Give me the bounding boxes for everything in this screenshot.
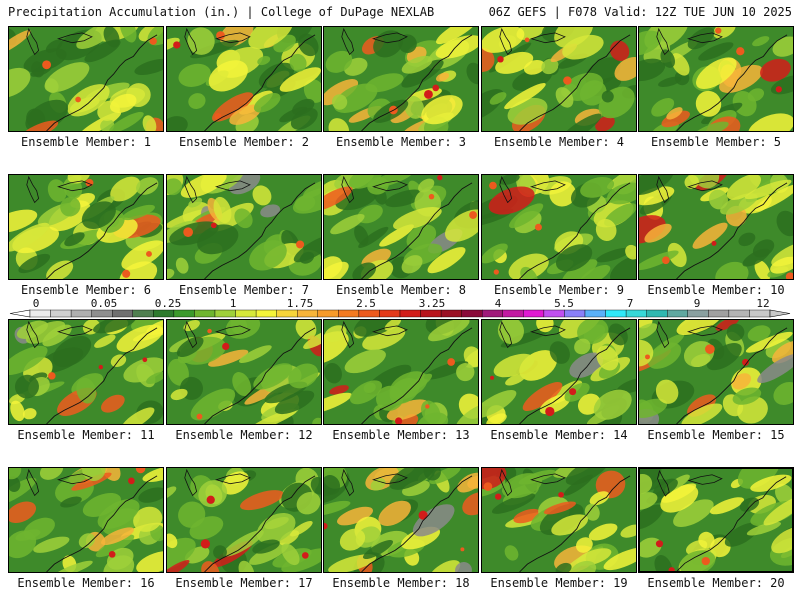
- ensemble-member-label: Ensemble Member: 9: [493, 283, 625, 297]
- ensemble-map-10: [638, 174, 794, 280]
- ensemble-member-label: Ensemble Member: 18: [332, 576, 470, 590]
- colorbar-tick-label: 0.25: [154, 297, 182, 310]
- ensemble-map-16: [8, 467, 164, 573]
- colorbar-arrow-left: [9, 309, 31, 318]
- ensemble-member-label: Ensemble Member: 10: [647, 283, 785, 297]
- ensemble-map-13: [323, 319, 479, 425]
- ensemble-member-label: Ensemble Member: 13: [332, 428, 470, 442]
- ensemble-map-20: [638, 467, 794, 573]
- colorbar-swatch: [379, 309, 401, 318]
- colorbar-swatch: [358, 309, 380, 318]
- ensemble-member-label: Ensemble Member: 16: [17, 576, 155, 590]
- colorbar-tick-label: 0: [32, 297, 40, 310]
- ensemble-member-label: Ensemble Member: 14: [490, 428, 628, 442]
- ensemble-map-4: [481, 26, 637, 132]
- colorbar-swatch: [50, 309, 72, 318]
- ensemble-map-15: [638, 319, 794, 425]
- ensemble-map-7: [166, 174, 322, 280]
- ensemble-map-2: [166, 26, 322, 132]
- colorbar-swatch: [523, 309, 545, 318]
- colorbar-tick-label: 9: [693, 297, 701, 310]
- ensemble-member-label: Ensemble Member: 5: [650, 135, 782, 149]
- ensemble-map-12: [166, 319, 322, 425]
- colorbar-tick-label: 0.05: [90, 297, 118, 310]
- ensemble-map-11: [8, 319, 164, 425]
- ensemble-member-label: Ensemble Member: 1: [20, 135, 152, 149]
- ensemble-member-label: Ensemble Member: 12: [175, 428, 313, 442]
- colorbar-tick-label: 12: [756, 297, 770, 310]
- colorbar-tick-label: 7: [626, 297, 634, 310]
- colorbar-swatch: [317, 309, 339, 318]
- ensemble-member-label: Ensemble Member: 17: [175, 576, 313, 590]
- colorbar-swatch: [399, 309, 421, 318]
- ensemble-map-19: [481, 467, 637, 573]
- colorbar-swatch: [132, 309, 154, 318]
- colorbar-swatch: [153, 309, 175, 318]
- colorbar-swatch: [461, 309, 483, 318]
- colorbar-swatch: [584, 309, 606, 318]
- ensemble-member-label: Ensemble Member: 15: [647, 428, 785, 442]
- colorbar-swatch: [173, 309, 195, 318]
- colorbar-swatch: [749, 309, 771, 318]
- ensemble-member-label: Ensemble Member: 7: [178, 283, 310, 297]
- colorbar-swatch: [667, 309, 688, 318]
- colorbar: [9, 309, 791, 318]
- colorbar-swatch: [297, 309, 318, 318]
- colorbar-swatch: [687, 309, 709, 318]
- colorbar-swatch: [605, 309, 627, 318]
- colorbar-tick-label: 4: [494, 297, 502, 310]
- colorbar-swatch: [420, 309, 442, 318]
- ensemble-member-label: Ensemble Member: 3: [335, 135, 467, 149]
- ensemble-map-14: [481, 319, 637, 425]
- colorbar-swatch: [646, 309, 668, 318]
- model-run-info: 06Z GEFS | F078 Valid: 12Z TUE JUN 10 20…: [488, 5, 792, 19]
- colorbar-tick-label: 5.5: [554, 297, 574, 310]
- colorbar-swatch: [29, 309, 51, 318]
- colorbar-swatch: [482, 309, 503, 318]
- colorbar-swatch: [70, 309, 92, 318]
- ensemble-map-9: [481, 174, 637, 280]
- colorbar-tick-label: 2.5: [356, 297, 376, 310]
- colorbar-swatch: [440, 309, 462, 318]
- colorbar-arrow-right: [769, 309, 791, 318]
- colorbar-swatch: [338, 309, 360, 318]
- ensemble-map-8: [323, 174, 479, 280]
- colorbar-swatch: [625, 309, 647, 318]
- colorbar-swatch: [708, 309, 730, 318]
- map-title: Precipitation Accumulation (in.) | Colle…: [8, 5, 435, 19]
- ensemble-member-label: Ensemble Member: 4: [493, 135, 625, 149]
- ensemble-member-label: Ensemble Member: 20: [647, 576, 785, 590]
- colorbar-swatch: [194, 309, 216, 318]
- colorbar-swatch: [543, 309, 565, 318]
- ensemble-member-label: Ensemble Member: 19: [490, 576, 628, 590]
- ensemble-member-label: Ensemble Member: 2: [178, 135, 310, 149]
- ensemble-member-label: Ensemble Member: 6: [20, 283, 152, 297]
- ensemble-map-5: [638, 26, 794, 132]
- colorbar-swatch: [255, 309, 277, 318]
- ensemble-member-label: Ensemble Member: 11: [17, 428, 155, 442]
- colorbar-swatch: [502, 309, 524, 318]
- ensemble-map-6: [8, 174, 164, 280]
- ensemble-map-3: [323, 26, 479, 132]
- colorbar-tick-label: 3.25: [418, 297, 446, 310]
- ensemble-member-label: Ensemble Member: 8: [335, 283, 467, 297]
- colorbar-swatch: [91, 309, 113, 318]
- colorbar-swatch: [235, 309, 257, 318]
- colorbar-swatch: [728, 309, 750, 318]
- colorbar-swatch: [112, 309, 133, 318]
- colorbar-swatch: [564, 309, 586, 318]
- ensemble-map-18: [323, 467, 479, 573]
- ensemble-map-1: [8, 26, 164, 132]
- ensemble-map-17: [166, 467, 322, 573]
- colorbar-tick-label: 1: [229, 297, 237, 310]
- colorbar-swatch: [214, 309, 236, 318]
- colorbar-swatch: [276, 309, 298, 318]
- colorbar-tick-label: 1.75: [286, 297, 314, 310]
